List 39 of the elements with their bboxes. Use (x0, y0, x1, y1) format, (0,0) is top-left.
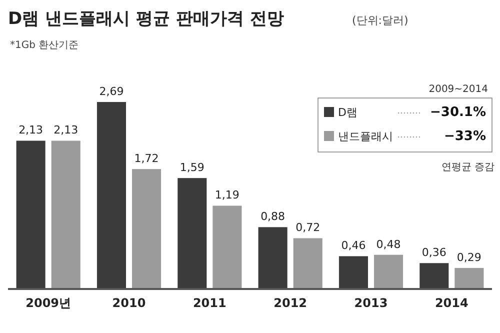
legend-label: D램 (338, 106, 358, 119)
data-label: 2,69 (99, 85, 124, 98)
x-tick-label: 2013 (354, 296, 388, 310)
text: 2009~2014 (428, 84, 488, 95)
data-label: 2,13 (18, 124, 44, 137)
bar (212, 206, 242, 288)
data-label: 0,29 (456, 250, 482, 264)
x-tick-label: 2009년 (26, 296, 72, 310)
bar (374, 254, 404, 288)
bar (338, 256, 368, 288)
bar (454, 268, 484, 288)
data-label: 0,46 (341, 239, 366, 252)
data-label: 1,72 (134, 152, 159, 166)
data-label: 1,19 (214, 188, 240, 202)
bar (420, 263, 449, 288)
x-tick-label: 2010 (112, 296, 146, 310)
legend-label: 낸드플래시 (338, 130, 393, 143)
data-label: 0,36 (422, 246, 446, 260)
data-label: 1,59 (180, 161, 204, 174)
annotation: −33% (444, 129, 486, 144)
bar (51, 140, 80, 288)
x-tick-label: 2012 (274, 296, 308, 310)
data-label: 0,48 (376, 238, 401, 251)
bar (96, 102, 126, 288)
x-tick-label: 2014 (434, 296, 468, 310)
bar (16, 140, 46, 288)
x-tick-label: 2011 (192, 296, 226, 310)
data-label: 0,88 (260, 210, 286, 224)
data-label: 2,13 (54, 124, 78, 137)
bar (178, 178, 207, 288)
text: *1Gb 환산기준 (10, 40, 79, 51)
annotation: −30.1% (430, 105, 486, 120)
chart-title: D램 낸드플래시 평균 판매가격 전망 (8, 9, 284, 29)
bar (132, 169, 162, 288)
chart-subtitle: (단위:달러) (352, 14, 408, 27)
annotation: 연평균 증감 (441, 162, 495, 173)
bar (258, 227, 288, 288)
bar (293, 238, 322, 288)
data-label: 0,72 (296, 221, 320, 234)
